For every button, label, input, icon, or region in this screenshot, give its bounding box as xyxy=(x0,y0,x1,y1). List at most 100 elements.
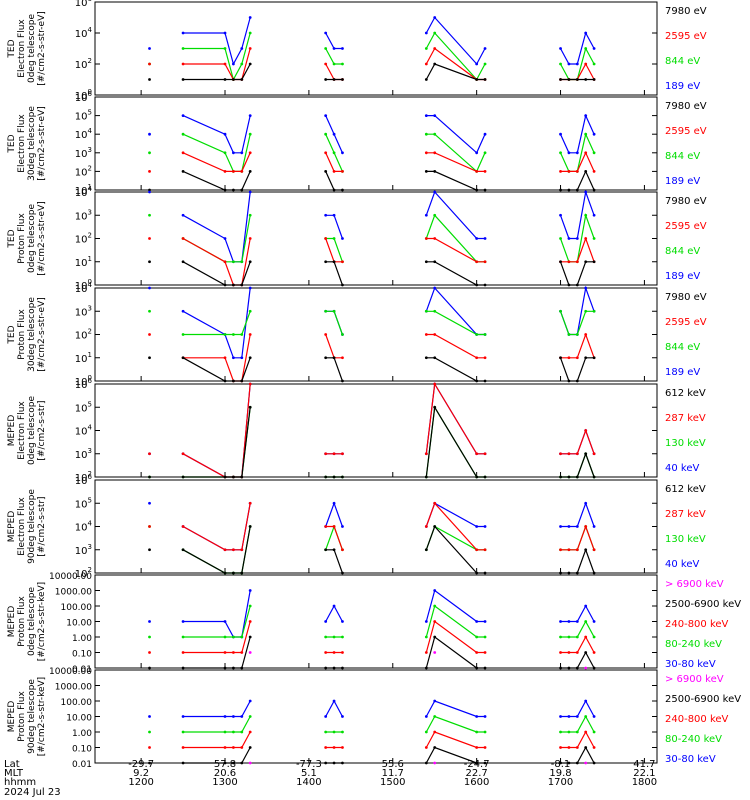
data-point xyxy=(341,730,344,734)
y-axis-label: [#/cm2-s-str-eV] xyxy=(37,11,47,86)
y-tick-label: 100.00 xyxy=(61,698,93,708)
series-line xyxy=(560,620,595,638)
data-point xyxy=(148,237,151,240)
data-point xyxy=(248,761,252,765)
y-axis-label: [#/cm2-s-str-keV] xyxy=(37,582,47,661)
y-tick-label: 10.00 xyxy=(66,619,92,629)
series-line xyxy=(183,621,251,654)
series-line xyxy=(425,731,485,749)
y-tick-label: 105 xyxy=(75,109,92,123)
x-row-label: hhmm xyxy=(4,777,36,788)
series-line xyxy=(325,115,343,154)
series-line xyxy=(425,63,485,81)
data-point xyxy=(148,715,151,718)
y-tick-label: 104 xyxy=(75,424,93,438)
legend-entry: 287 keV xyxy=(665,413,706,424)
data-point xyxy=(483,283,487,287)
series-line xyxy=(182,191,251,263)
series-line xyxy=(325,48,343,65)
data-point xyxy=(148,452,151,456)
series-line xyxy=(426,310,485,336)
series-line xyxy=(325,334,343,359)
y-tick-label: 102 xyxy=(75,164,92,178)
series-line xyxy=(559,189,595,240)
legend-entry: 844 eV xyxy=(665,151,700,162)
data-point xyxy=(483,730,487,734)
data-point xyxy=(181,761,185,765)
x-tick-label: 55.6 xyxy=(382,759,404,770)
y-axis-label: Proton Flux xyxy=(17,691,27,742)
series-line xyxy=(325,549,343,574)
x-tick-label: 20.6 xyxy=(214,768,236,779)
y-tick-label: 103 xyxy=(75,543,92,557)
series-line xyxy=(425,502,485,528)
y-tick-label: 0.01 xyxy=(72,760,92,770)
series-line xyxy=(183,63,251,81)
y-axis-label: [#/cm2-s-str] xyxy=(37,400,47,460)
data-point xyxy=(148,666,151,670)
y-tick-label: 106 xyxy=(75,473,93,487)
legend-entry: 189 eV xyxy=(665,81,700,92)
series-line xyxy=(560,428,595,455)
data-point xyxy=(181,333,185,336)
series-line xyxy=(325,310,343,335)
data-point xyxy=(341,635,344,639)
data-point xyxy=(483,188,487,192)
y-tick-label: 10000.00 xyxy=(49,572,92,582)
data-point xyxy=(148,746,151,749)
series-line xyxy=(325,310,343,335)
series-line xyxy=(425,620,485,654)
panel-frame xyxy=(94,1,658,96)
y-tick-label: 100 xyxy=(75,88,92,102)
data-point xyxy=(181,651,185,654)
data-point xyxy=(148,333,151,336)
series-line xyxy=(560,746,595,764)
data-point xyxy=(181,730,185,734)
series-line xyxy=(183,407,251,478)
series-line xyxy=(325,152,343,172)
legend-entry: 844 eV xyxy=(665,56,700,67)
series-line xyxy=(560,169,595,191)
series-line xyxy=(425,700,485,718)
y-axis-label: [#/cm2-s-str-eV] xyxy=(37,201,47,276)
x-tick-label: 22.1 xyxy=(633,768,655,779)
y-tick-label: 100.00 xyxy=(61,603,93,613)
y-tick-label: 104 xyxy=(75,281,93,295)
data-point xyxy=(324,356,328,360)
data-point xyxy=(341,475,344,479)
x-tick-label: 22.7 xyxy=(466,768,488,779)
data-point xyxy=(148,761,151,765)
y-axis-label: MEPED xyxy=(7,701,17,733)
series-line xyxy=(425,31,486,81)
data-point xyxy=(324,525,328,528)
y-tick-label: 1000.00 xyxy=(55,588,92,598)
y-axis-label: MEPED xyxy=(7,606,17,638)
series-line xyxy=(325,133,343,172)
data-point xyxy=(324,761,328,765)
data-point xyxy=(148,190,151,194)
data-point xyxy=(483,548,487,552)
data-point xyxy=(341,746,344,749)
data-point xyxy=(324,651,328,654)
series-line xyxy=(183,48,251,81)
y-tick-label: 103 xyxy=(75,447,92,461)
legend-entry: 844 eV xyxy=(665,342,700,353)
series-line xyxy=(426,152,485,172)
data-point xyxy=(341,78,344,81)
data-point xyxy=(324,730,328,734)
panel-frame xyxy=(94,96,658,191)
y-tick-label: 103 xyxy=(75,146,92,160)
data-point xyxy=(148,501,151,505)
series-line xyxy=(425,525,485,574)
series-line xyxy=(560,548,595,574)
legend-entry: 189 eV xyxy=(665,367,700,378)
legend-entry: 2595 eV xyxy=(665,31,707,42)
y-tick-label: 102 xyxy=(75,57,92,71)
series-line xyxy=(325,171,343,191)
series-line xyxy=(560,699,595,718)
series-line xyxy=(325,524,343,551)
data-point xyxy=(483,620,487,623)
legend-entry: 612 keV xyxy=(665,388,706,399)
series-line xyxy=(325,525,343,551)
legend-entry: 2595 eV xyxy=(665,317,707,328)
